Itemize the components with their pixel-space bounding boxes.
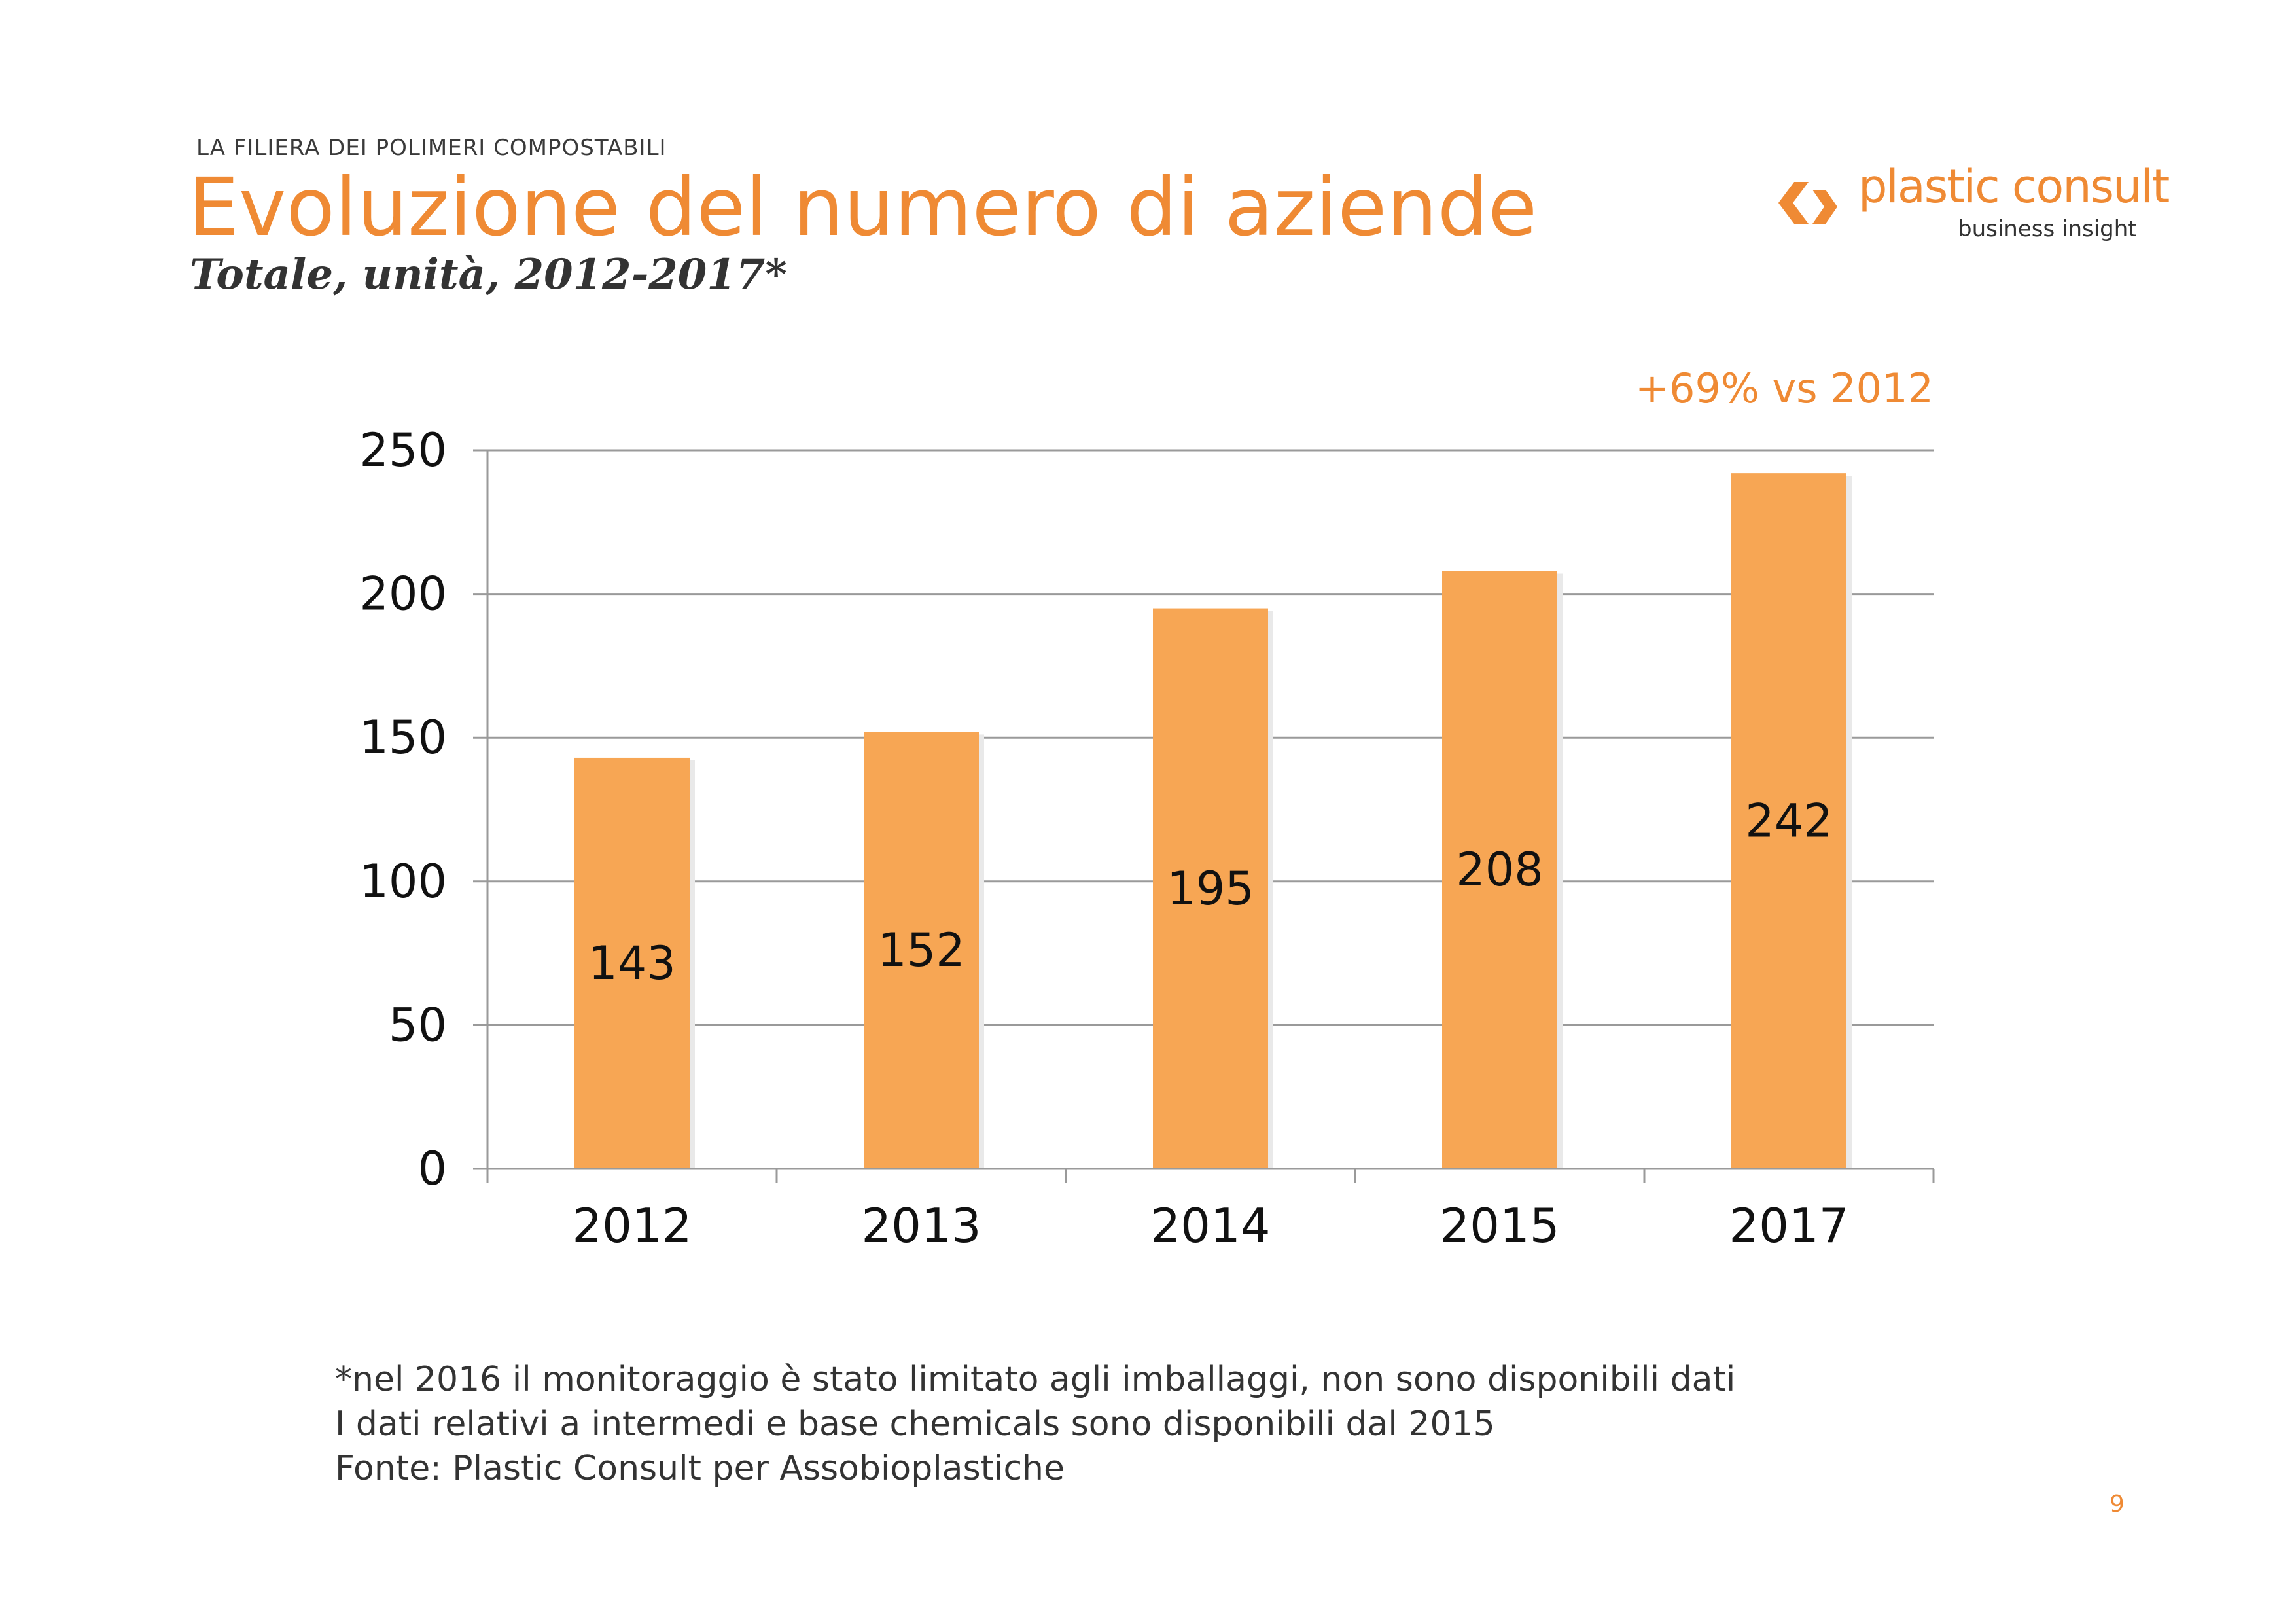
labels: 0 50 100 150 200 250 143 2012 152 2013 195 2014 208 2…	[359, 423, 1848, 1253]
logo-name: plastic consult	[1858, 160, 2170, 213]
y-tick-label: 200	[359, 567, 447, 621]
x-tick-label: 2014	[1150, 1198, 1270, 1253]
bar	[574, 757, 690, 1169]
growth-annotation: +69% vs 2012	[1635, 365, 1934, 412]
y-tick-label: 150	[359, 711, 447, 764]
x-tick-label: 2012	[572, 1198, 692, 1253]
x-tick-label: 2015	[1439, 1198, 1559, 1253]
bar	[1153, 608, 1268, 1169]
data-label: 143	[588, 936, 676, 990]
footnote-line: Fonte: Plastic Consult per Assobioplasti…	[335, 1449, 1065, 1488]
page-subtitle: Totale, unità, 2012-2017*	[190, 250, 787, 299]
y-tick-label: 100	[359, 855, 447, 908]
x-tick-label: 2013	[861, 1198, 981, 1253]
footnotes: *nel 2016 il monitoraggio è stato limita…	[335, 1357, 1735, 1491]
brand-logo: plastic consult business insight	[1775, 160, 2170, 245]
bars	[574, 473, 1852, 1169]
data-label: 208	[1456, 843, 1544, 897]
data-label: 242	[1745, 794, 1833, 848]
bar	[1731, 473, 1846, 1169]
page-number: 9	[2110, 1491, 2125, 1518]
y-tick-label: 250	[359, 423, 447, 477]
section-kicker: LA FILIERA DEI POLIMERI COMPOSTABILI	[196, 135, 667, 161]
y-tick-label: 0	[417, 1142, 447, 1196]
x-tick-label: 2017	[1729, 1198, 1848, 1253]
bar	[1442, 571, 1557, 1169]
data-label: 195	[1167, 862, 1254, 916]
y-tick-label: 50	[389, 998, 447, 1052]
chevron-logo-icon	[1778, 182, 1837, 224]
data-label: 152	[877, 923, 965, 977]
footnote-line: *nel 2016 il monitoraggio è stato limita…	[335, 1360, 1736, 1399]
bar	[864, 732, 979, 1169]
logo-tagline: business insight	[1958, 216, 2137, 242]
axes	[473, 449, 1935, 1183]
footnote-line: I dati relativi a intermedi e base chemi…	[335, 1404, 1495, 1444]
page-title: Evoluzione del numero di aziende	[188, 161, 1538, 254]
